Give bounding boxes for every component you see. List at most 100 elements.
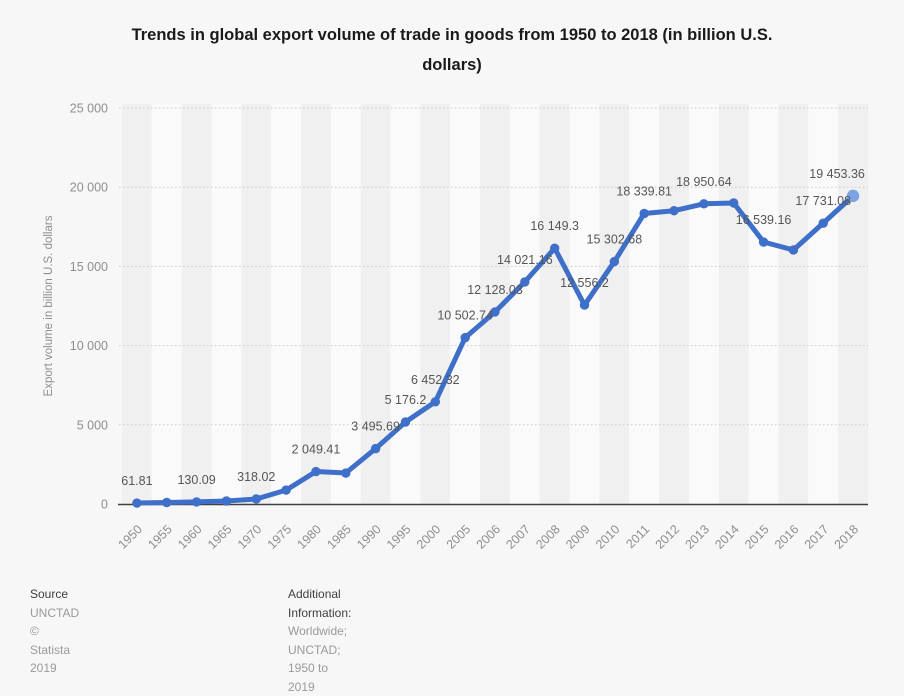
data-point-label: 14 021.16: [497, 253, 553, 267]
plot-band: [629, 104, 660, 504]
data-point[interactable]: [669, 206, 679, 216]
plot-band: [509, 104, 540, 504]
data-point[interactable]: [549, 243, 560, 253]
data-point[interactable]: [639, 208, 649, 219]
data-point[interactable]: [520, 277, 530, 287]
plot-band: [122, 104, 152, 504]
copyright-notice: © Statista 2019: [30, 624, 71, 675]
data-point[interactable]: [788, 245, 799, 255]
x-axis-tick-label: 1980: [295, 522, 325, 552]
x-axis-tick-label: 2017: [802, 522, 832, 552]
data-point[interactable]: [251, 494, 261, 504]
x-axis-tick-label: 2008: [533, 522, 563, 552]
x-axis-tick-label: 2018: [832, 522, 862, 552]
data-point[interactable]: [162, 497, 172, 508]
plot-band: [659, 104, 689, 504]
data-point-label: 2 049.41: [292, 443, 341, 457]
data-point[interactable]: [281, 485, 291, 495]
x-axis-tick-label: 2007: [503, 522, 533, 552]
x-axis-tick-label: 2005: [444, 522, 474, 552]
data-point[interactable]: [191, 497, 202, 507]
x-axis-tick-label: 1950: [115, 522, 145, 552]
x-axis-tick-label: 1955: [145, 522, 175, 552]
data-point[interactable]: [460, 332, 470, 343]
plot-band: [838, 104, 868, 504]
plot-band: [271, 104, 302, 504]
data-point[interactable]: [758, 237, 769, 247]
additional-info-block: Additional Information: Worldwide; UNCTA…: [288, 585, 351, 696]
data-point-label: 15 302.68: [587, 233, 643, 247]
data-point-label: 17 731.08: [795, 194, 851, 208]
y-axis-tick-label: 0: [101, 498, 108, 512]
x-axis-tick-label: 2009: [563, 522, 593, 552]
source-heading: Source: [30, 587, 69, 601]
chart-title: Trends in global export volume of trade …: [52, 20, 852, 80]
data-point-label: 3 495.69: [351, 420, 400, 434]
x-axis-tick-label: 2006: [474, 522, 504, 552]
data-point-label: 18 950.64: [676, 175, 732, 189]
x-axis-tick-label: 2014: [712, 522, 742, 552]
plot-band: [599, 104, 630, 504]
x-axis-tick-label: 1990: [354, 522, 384, 552]
x-axis-tick-label: 2016: [772, 522, 802, 552]
data-point-label: 61.81: [121, 474, 152, 488]
data-point[interactable]: [221, 496, 232, 506]
line-chart: 0 5 000 10 000 15 000 20 000 25 000 Export vol…: [43, 102, 868, 552]
source-block: Source UNCTAD © Statista 2019: [30, 585, 79, 678]
x-axis-tick-label: 1965: [205, 522, 235, 552]
y-axis-tick-label: 20 000: [70, 181, 108, 195]
x-axis-tick-label: 1970: [235, 522, 265, 552]
data-point-label: 16 149.3: [530, 219, 579, 233]
additional-info-heading: Additional Information:: [288, 587, 352, 620]
plot-band: [718, 104, 749, 504]
plot-band: [539, 104, 570, 504]
data-point[interactable]: [400, 417, 411, 427]
plot-band: [778, 104, 809, 504]
data-point-label: 5 176.2: [385, 393, 427, 407]
data-point[interactable]: [579, 300, 590, 310]
x-axis-tick-label: 1995: [384, 522, 414, 552]
y-axis-tick-label: 10 000: [70, 339, 108, 353]
plot-band: [330, 104, 361, 504]
y-axis-tick-label: 5 000: [77, 418, 108, 432]
plot-band: [301, 104, 331, 504]
plot-band: [420, 104, 451, 504]
chart-title-line-1: Trends in global export volume of trade …: [131, 26, 773, 44]
x-axis-tick-label: 1960: [175, 522, 205, 552]
data-point[interactable]: [729, 198, 739, 208]
data-point[interactable]: [699, 199, 709, 209]
statista-chart-page: Trends in global export volume of trade …: [30, 20, 868, 694]
data-point-label: 6 452.32: [411, 373, 460, 387]
x-axis-tick-label: 2010: [593, 522, 623, 552]
chart-title-line-2: dollars): [422, 56, 482, 74]
data-point[interactable]: [609, 256, 620, 267]
x-axis-tick-label: 1975: [265, 522, 295, 552]
x-axis-tick-label: 2013: [682, 522, 712, 552]
plot-band: [450, 104, 481, 504]
plot-band: [808, 104, 839, 504]
data-point[interactable]: [311, 466, 321, 477]
data-point[interactable]: [430, 397, 441, 407]
data-point[interactable]: [818, 218, 828, 228]
plot-band: [390, 104, 421, 504]
data-point[interactable]: [370, 443, 381, 454]
x-axis-tick-label: 2000: [414, 522, 444, 552]
data-point[interactable]: [132, 498, 142, 508]
data-point[interactable]: [490, 307, 500, 317]
data-point-label: 130.09: [177, 473, 215, 487]
data-point-label: 16 539.16: [736, 213, 792, 227]
data-point-label: 10 502.74: [437, 309, 493, 323]
plot-band: [151, 104, 182, 504]
y-axis-tick-label: 15 000: [70, 260, 108, 274]
data-point[interactable]: [341, 468, 351, 478]
data-point-label: 318.02: [237, 470, 275, 484]
plot-band: [211, 104, 242, 504]
latest-data-point[interactable]: [846, 189, 860, 203]
plot-band: [748, 104, 779, 504]
data-point-label: 19 453.36: [809, 167, 865, 181]
x-axis-tick-label: 2012: [653, 522, 683, 552]
plot-band: [688, 104, 719, 504]
additional-info-text: Worldwide; UNCTAD; 1950 to 2019: [288, 624, 348, 694]
y-axis-title: Export volume in billion U.S. dollars: [43, 215, 55, 396]
x-axis-tick-label: 2011: [623, 522, 652, 551]
